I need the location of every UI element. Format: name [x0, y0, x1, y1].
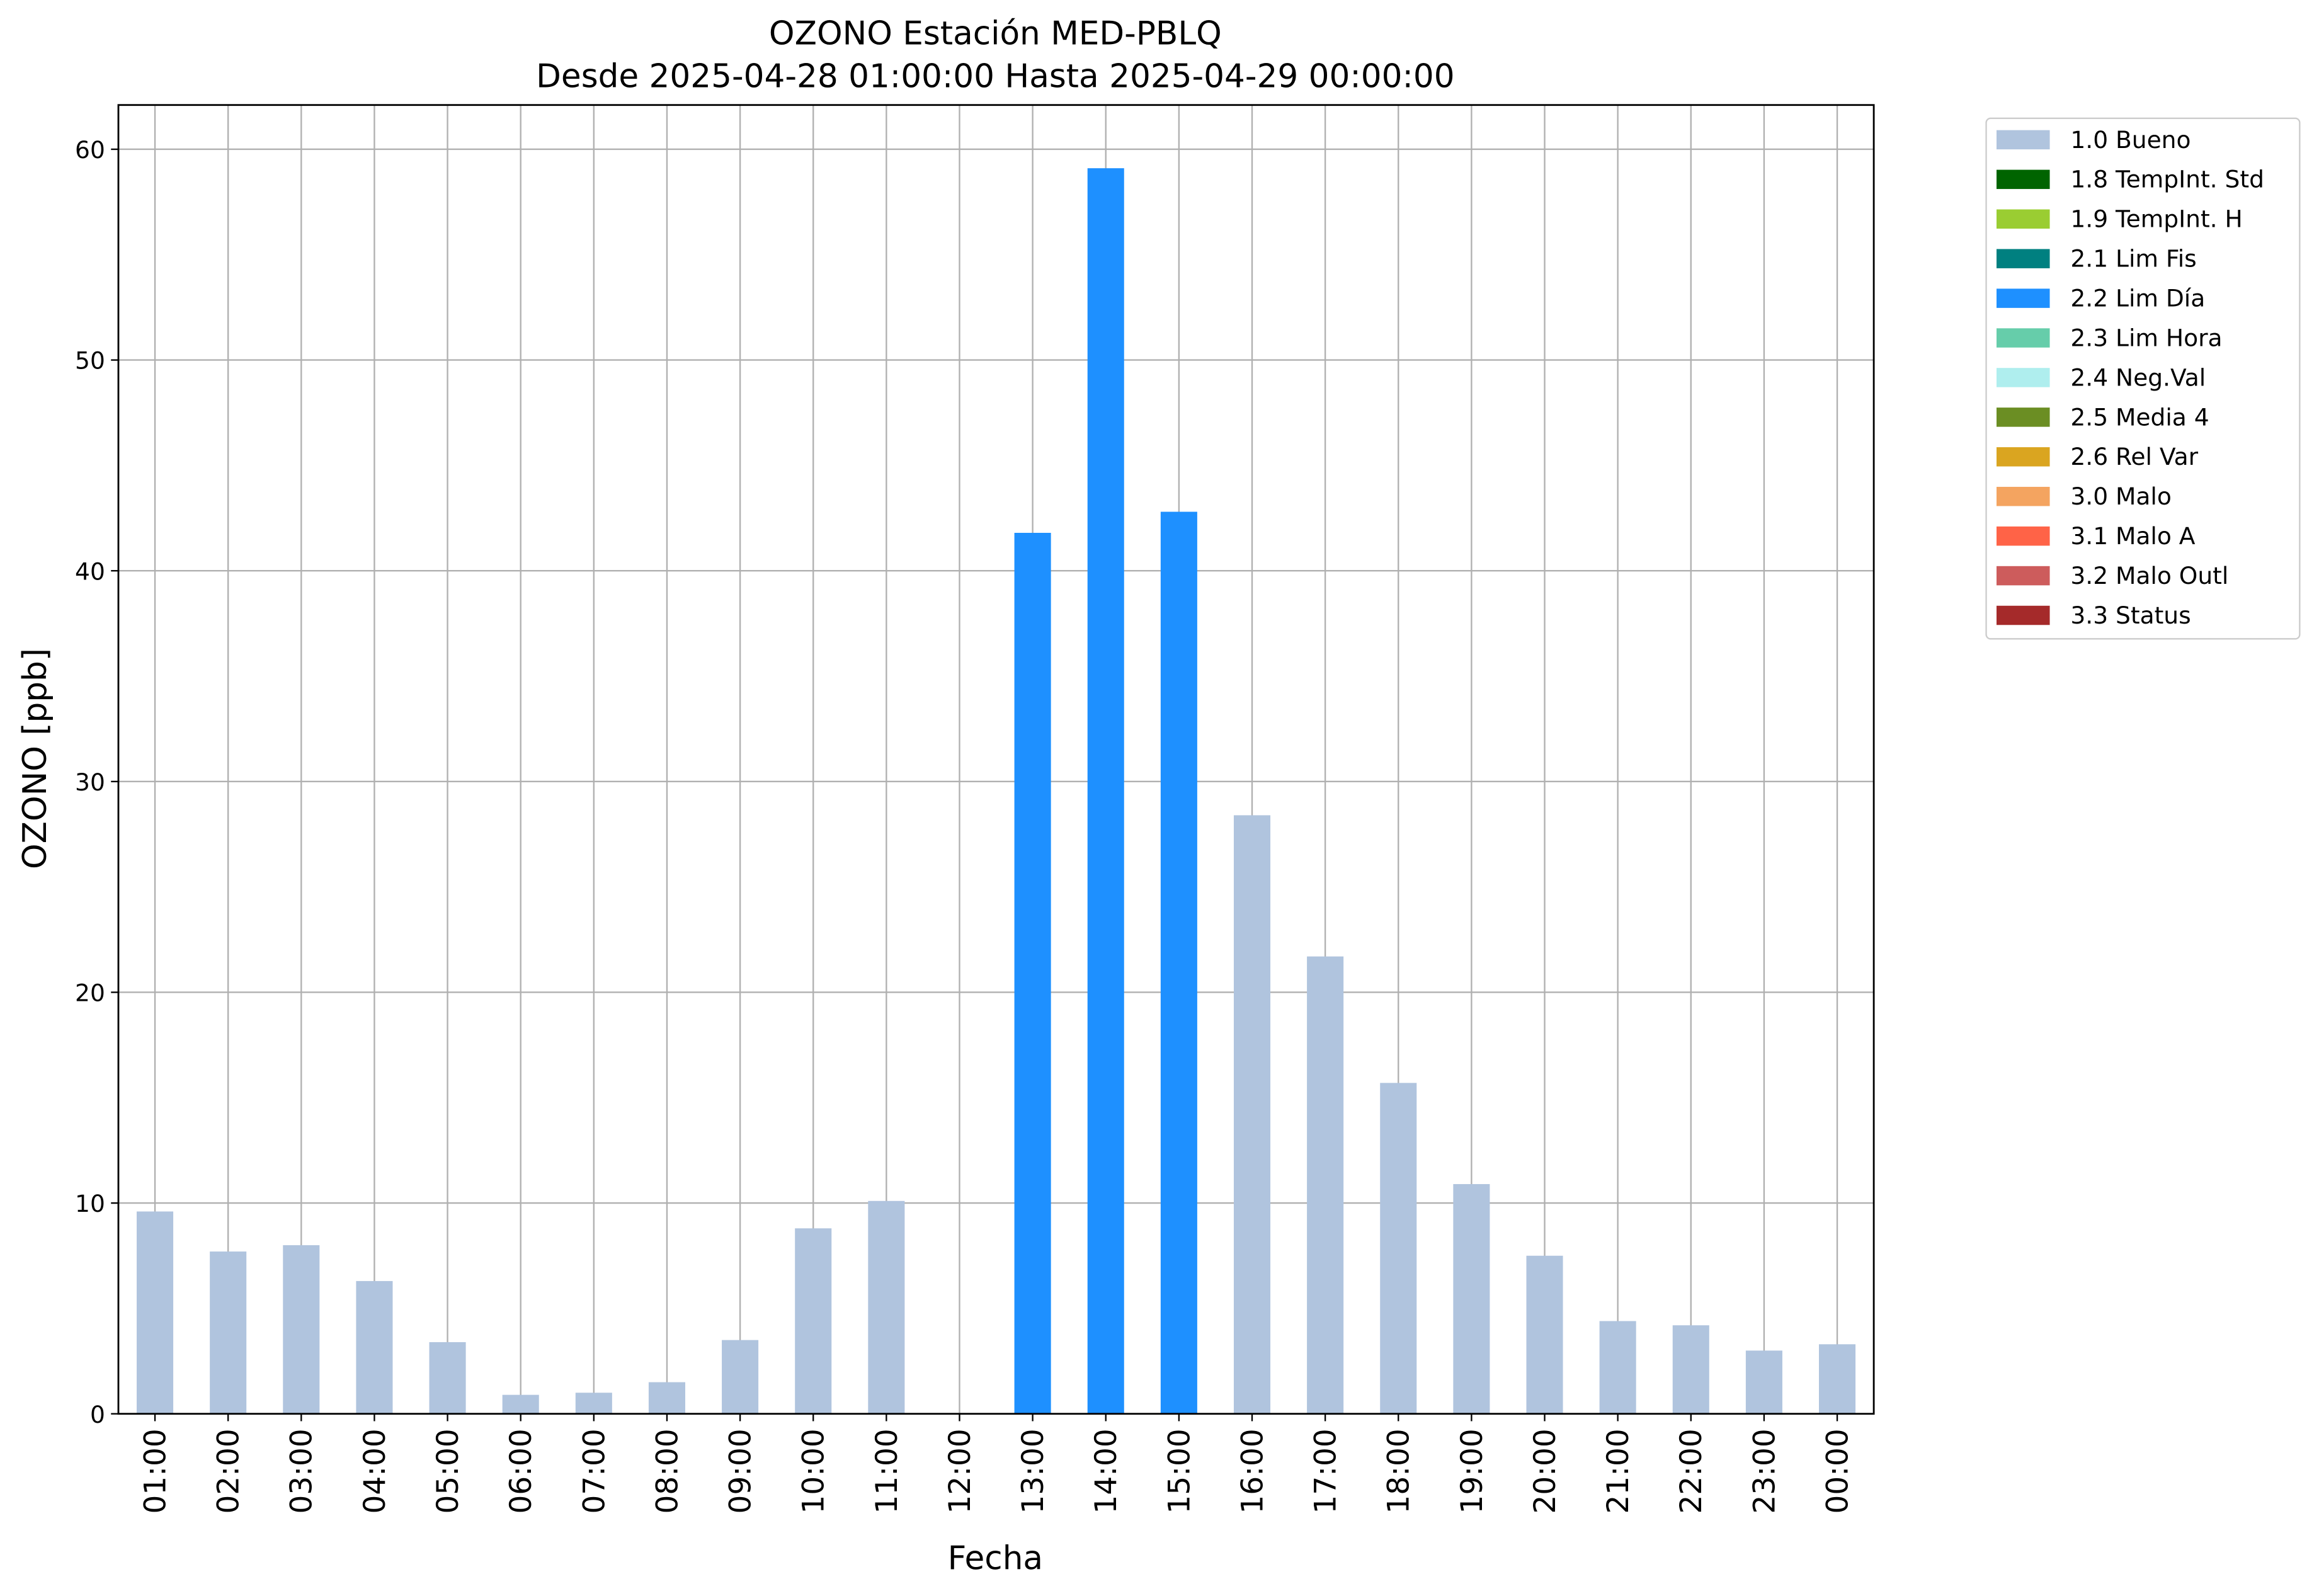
legend-swatch	[1996, 526, 2050, 546]
x-tick-label: 06:00	[504, 1428, 538, 1513]
bar	[429, 1342, 466, 1414]
legend-swatch	[1996, 328, 2050, 348]
y-tick-label: 30	[75, 768, 105, 796]
x-tick-label: 19:00	[1455, 1428, 1490, 1513]
legend-label: 2.5 Media 4	[2070, 403, 2209, 431]
bar	[1087, 168, 1124, 1414]
bar	[1380, 1083, 1417, 1414]
bar	[1233, 815, 1271, 1414]
bar	[1014, 532, 1051, 1414]
x-tick-label: 16:00	[1235, 1428, 1270, 1513]
chart-title: OZONO Estación MED-PBLQ	[769, 14, 1222, 52]
bar	[137, 1211, 174, 1414]
x-tick-label: 00:00	[1820, 1428, 1855, 1513]
y-tick-label: 60	[75, 136, 105, 164]
bar	[1307, 956, 1344, 1414]
x-axis-label: Fecha	[948, 1539, 1043, 1577]
legend-swatch	[1996, 368, 2050, 387]
x-tick-label: 22:00	[1674, 1428, 1709, 1513]
y-tick-label: 10	[75, 1190, 105, 1217]
bar	[283, 1245, 320, 1414]
x-tick-label: 03:00	[285, 1428, 319, 1513]
legend-swatch	[1996, 605, 2050, 625]
legend-label: 2.2 Lim Día	[2070, 285, 2205, 312]
y-tick-label: 40	[75, 557, 105, 585]
x-tick-label: 20:00	[1528, 1428, 1563, 1513]
y-axis-label: OZONO [ppb]	[16, 648, 54, 869]
legend-swatch	[1996, 447, 2050, 467]
legend-swatch	[1996, 209, 2050, 229]
bar	[1672, 1325, 1709, 1414]
bar	[356, 1280, 393, 1414]
x-tick-label: 04:00	[358, 1428, 392, 1513]
y-tick-label: 0	[90, 1401, 105, 1428]
bar	[722, 1340, 759, 1414]
legend-label: 3.0 Malo	[2070, 482, 2171, 510]
bar	[502, 1394, 539, 1414]
bar	[1526, 1255, 1563, 1414]
x-tick-label: 11:00	[870, 1428, 904, 1513]
x-tick-label: 01:00	[138, 1428, 173, 1513]
legend-swatch	[1996, 169, 2050, 190]
legend-swatch	[1996, 486, 2050, 506]
legend-label: 3.1 Malo A	[2070, 522, 2195, 550]
x-tick-label: 18:00	[1382, 1428, 1416, 1513]
plot-frame	[117, 104, 1875, 1415]
bar	[795, 1228, 832, 1414]
legend-swatch	[1996, 566, 2050, 586]
bar	[1453, 1183, 1490, 1414]
x-tick-label: 10:00	[797, 1428, 831, 1513]
x-tick-label: 17:00	[1309, 1428, 1343, 1513]
x-tick-label: 08:00	[650, 1428, 685, 1513]
legend-label: 2.3 Lim Hora	[2070, 324, 2222, 351]
x-tick-label: 23:00	[1747, 1428, 1782, 1513]
legend-label: 3.2 Malo Outl	[2070, 562, 2228, 590]
x-tick-label: 12:00	[943, 1428, 977, 1513]
bar	[1745, 1350, 1782, 1414]
bar	[648, 1382, 685, 1414]
y-tick-label: 20	[75, 979, 105, 1007]
bar	[575, 1393, 612, 1414]
legend-label: 1.0 Bueno	[2070, 126, 2191, 154]
y-tick-label: 50	[75, 347, 105, 375]
legend-swatch	[1996, 288, 2050, 308]
x-tick-label: 05:00	[431, 1428, 465, 1513]
x-tick-label: 14:00	[1089, 1428, 1124, 1513]
bar	[868, 1200, 905, 1414]
bar	[210, 1251, 247, 1414]
legend-label: 2.6 Rel Var	[2070, 443, 2198, 470]
x-tick-label: 15:00	[1162, 1428, 1197, 1513]
legend-label: 2.4 Neg.Val	[2070, 363, 2206, 391]
x-tick-label: 21:00	[1601, 1428, 1636, 1513]
legend-label: 1.9 TempInt. H	[2070, 205, 2242, 233]
legend-swatch	[1996, 130, 2050, 150]
legend-label: 1.8 TempInt. Std	[2070, 166, 2264, 193]
legend-label: 2.1 Lim Fis	[2070, 245, 2196, 273]
legend-swatch	[1996, 249, 2050, 268]
x-tick-label: 02:00	[212, 1428, 246, 1513]
x-tick-label: 07:00	[577, 1428, 612, 1513]
x-tick-label: 13:00	[1016, 1428, 1051, 1513]
x-tick-label: 09:00	[724, 1428, 758, 1513]
legend-label: 3.3 Status	[2070, 601, 2191, 629]
bar	[1599, 1321, 1636, 1414]
bar	[1160, 511, 1197, 1414]
chart-subtitle: Desde 2025-04-28 01:00:00 Hasta 2025-04-…	[536, 58, 1454, 96]
bar	[1819, 1344, 1856, 1414]
legend-box	[1985, 117, 2301, 640]
legend-swatch	[1996, 408, 2050, 427]
